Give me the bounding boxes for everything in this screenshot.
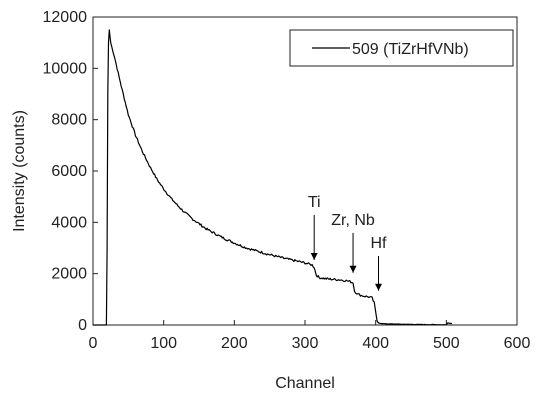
x-tick-label: 400 bbox=[362, 335, 389, 352]
series-line bbox=[93, 29, 452, 326]
x-axis-ticks: 0 100 200 300 400 500 600 bbox=[89, 320, 531, 352]
x-tick-label: 600 bbox=[504, 335, 531, 352]
annotations: Ti Zr, Nb Hf bbox=[308, 194, 387, 291]
annotation-label: Ti bbox=[308, 194, 321, 211]
y-axis-title: Intensity (counts) bbox=[11, 110, 28, 232]
annotation-label: Zr, Nb bbox=[331, 212, 375, 229]
y-axis-ticks: 0 2000 4000 6000 8000 10000 12000 bbox=[43, 9, 98, 334]
legend: 509 (TiZrHfVNb) bbox=[289, 29, 514, 67]
x-tick-label: 300 bbox=[292, 335, 319, 352]
y-tick-label: 8000 bbox=[51, 112, 87, 129]
annotation-arrowhead bbox=[349, 265, 357, 273]
x-tick-label: 0 bbox=[89, 335, 98, 352]
x-tick-label: 500 bbox=[433, 335, 460, 352]
x-tick-label: 200 bbox=[221, 335, 248, 352]
y-tick-label: 2000 bbox=[51, 266, 87, 283]
x-tick-label: 100 bbox=[150, 335, 177, 352]
x-axis-title: Channel bbox=[275, 375, 335, 392]
annotation-arrowhead bbox=[310, 252, 318, 260]
y-tick-label: 6000 bbox=[51, 163, 87, 180]
legend-label: 509 (TiZrHfVNb) bbox=[352, 41, 469, 58]
annotation-label: Hf bbox=[370, 235, 387, 252]
annotation-arrowhead bbox=[374, 283, 382, 291]
y-tick-label: 10000 bbox=[43, 60, 88, 77]
y-tick-label: 12000 bbox=[43, 9, 88, 26]
y-tick-label: 0 bbox=[78, 317, 87, 334]
y-tick-label: 4000 bbox=[51, 214, 87, 231]
